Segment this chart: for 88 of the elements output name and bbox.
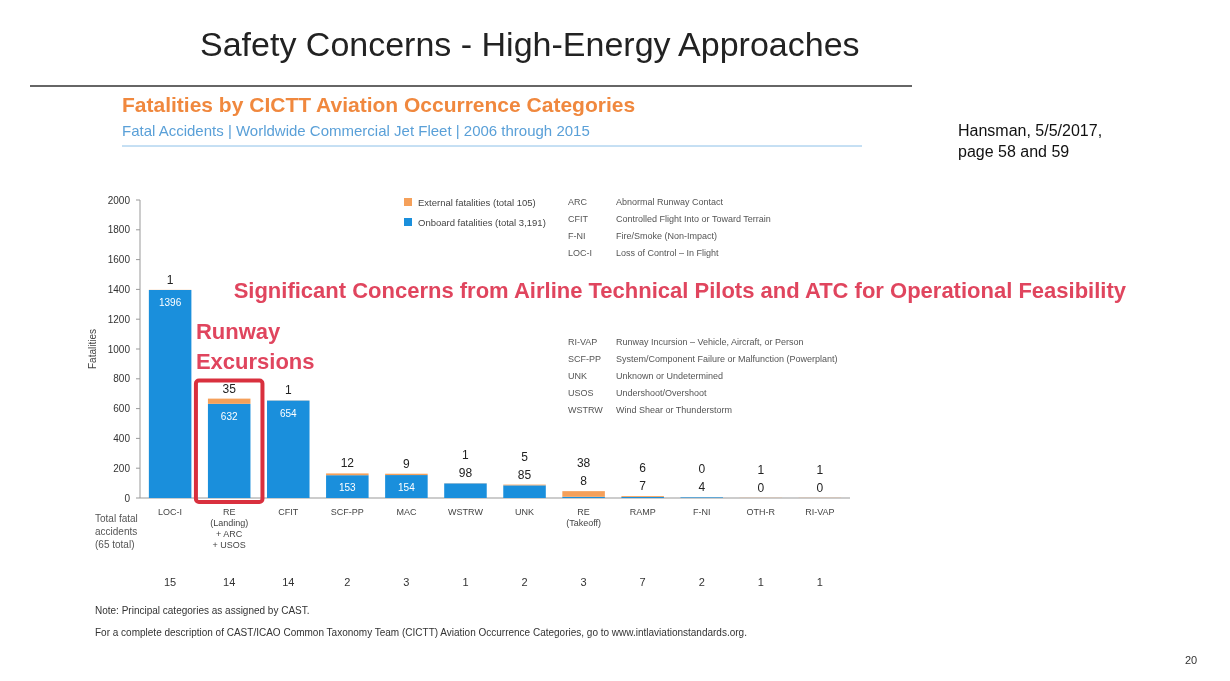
annotation: Significant Concerns from Airline Technical Pilots and ATC for Operational Feasibility xyxy=(233,278,1127,303)
data-label: 12 xyxy=(340,456,355,471)
annotation: Runway Excursions xyxy=(195,318,315,374)
data-label: 5 xyxy=(521,449,529,464)
data-label: 154 xyxy=(398,482,416,494)
text: 14 xyxy=(223,576,236,588)
y-tick-label: 2000 xyxy=(107,194,131,206)
data-label: 1 xyxy=(757,462,765,477)
y-tick-label: 1200 xyxy=(107,313,131,325)
x-tick-label: WSTRW xyxy=(448,507,484,517)
data-label: 1 xyxy=(284,383,292,398)
data-label: 4 xyxy=(698,480,706,495)
data-label: 6 xyxy=(639,461,647,476)
text: UNK Unknown or Undetermined xyxy=(568,371,724,381)
x-tick-label: UNK xyxy=(515,507,535,517)
text: CFIT Controlled Flight Into or Toward Terrain xyxy=(568,214,771,224)
x-tick-label: RE (Landing) + ARC + USOS xyxy=(210,507,249,550)
text: Hansman, 5/5/2017, page 58 and 59 xyxy=(958,122,1103,160)
text: 3 xyxy=(403,576,410,588)
y-tick-label: 400 xyxy=(113,432,131,444)
data-label: 8 xyxy=(580,474,588,489)
text: 2 xyxy=(344,576,351,588)
text: 1 xyxy=(757,576,764,588)
x-tick-label: RI-VAP xyxy=(805,507,835,517)
chart-subtitle: Fatalities by CICTT Aviation Occurrence Categories xyxy=(122,93,636,116)
y-axis-title: Fatalities xyxy=(87,328,98,370)
data-label: 7 xyxy=(639,479,647,494)
text: ARC Abnormal Runway Contact xyxy=(568,197,724,207)
data-label: 153 xyxy=(338,482,357,494)
chart-title: Safety Concerns - High-Energy Approaches xyxy=(200,25,860,63)
legend-label: Onboard fatalities (total 3,191) xyxy=(418,217,546,228)
data-label: 1 xyxy=(816,462,824,477)
y-tick-label: 800 xyxy=(113,373,131,385)
data-label: 632 xyxy=(220,410,238,422)
data-label: 0 xyxy=(698,462,706,477)
y-tick-label: 0 xyxy=(124,492,131,504)
y-tick-label: 1400 xyxy=(107,283,131,295)
x-tick-label: MAC xyxy=(396,507,417,517)
bar xyxy=(444,483,487,498)
y-tick-label: 1800 xyxy=(107,224,131,236)
x-tick-label: CFIT xyxy=(278,507,299,517)
bar xyxy=(503,485,546,498)
text: 2 xyxy=(698,576,705,588)
x-tick-label: RAMP xyxy=(629,507,656,517)
text: 3 xyxy=(580,576,587,588)
y-tick-label: 600 xyxy=(113,403,131,415)
text: RI-VAP Runway Incursion – Vehicle, Aircraft, or Person xyxy=(568,337,804,347)
data-label: 38 xyxy=(576,456,591,471)
bar xyxy=(385,475,428,498)
text: Total fatal accidents (65 total) xyxy=(95,513,138,550)
text: 20 xyxy=(1185,654,1198,666)
data-label: 1396 xyxy=(159,297,182,308)
text: 14 xyxy=(282,576,295,588)
text: F-NI Fire/Smoke (Non-Impact) xyxy=(568,231,718,241)
text: 7 xyxy=(639,576,646,588)
text: 1 xyxy=(816,576,823,588)
bar xyxy=(562,491,605,497)
data-label: 98 xyxy=(458,466,473,481)
y-tick-label: 1600 xyxy=(107,254,131,266)
x-tick-label: SCF-PP xyxy=(330,507,364,517)
text: LOC-I Loss of Control – In Flight xyxy=(568,248,719,258)
text: For a complete description of CAST/ICAO Common Taxonomy Team (CICTT) Aviation Occurrence Categories, go to www.intlaviationstandards.org. xyxy=(95,627,747,638)
data-label: 0 xyxy=(816,480,824,495)
bar xyxy=(326,475,369,498)
text: Note: Principal categories as assigned by CAST. xyxy=(95,605,310,616)
y-tick-label: 200 xyxy=(113,462,131,474)
x-tick-label: RE (Takeoff) xyxy=(566,507,602,528)
text: USOS Undershoot/Overshoot xyxy=(568,388,707,398)
data-label: 1 xyxy=(462,448,470,463)
text: WSTRW Wind Shear or Thunderstorm xyxy=(568,405,732,415)
text: 2 xyxy=(521,576,528,588)
data-label: 85 xyxy=(517,467,532,482)
x-tick-label: F-NI xyxy=(692,507,711,517)
x-tick-label: OTH-R xyxy=(746,507,776,517)
text: Fatal Accidents | Worldwide Commercial Jet Fleet | 2006 through 2015 xyxy=(122,122,590,139)
bar xyxy=(207,398,251,404)
legend-label: External fatalities (total 105) xyxy=(418,197,536,208)
text: SCF-PP System/Component Failure or Malfunction (Powerplant) xyxy=(568,354,838,364)
data-label: 9 xyxy=(403,456,411,471)
data-label: 35 xyxy=(222,381,237,396)
y-tick-label: 1000 xyxy=(107,343,131,355)
data-label: 1 xyxy=(166,272,174,287)
text: 1 xyxy=(462,576,469,588)
data-label: 0 xyxy=(757,480,765,495)
x-tick-label: LOC-I xyxy=(158,507,183,517)
text: 15 xyxy=(164,576,177,588)
bar xyxy=(207,403,251,498)
data-label: 654 xyxy=(279,407,298,419)
